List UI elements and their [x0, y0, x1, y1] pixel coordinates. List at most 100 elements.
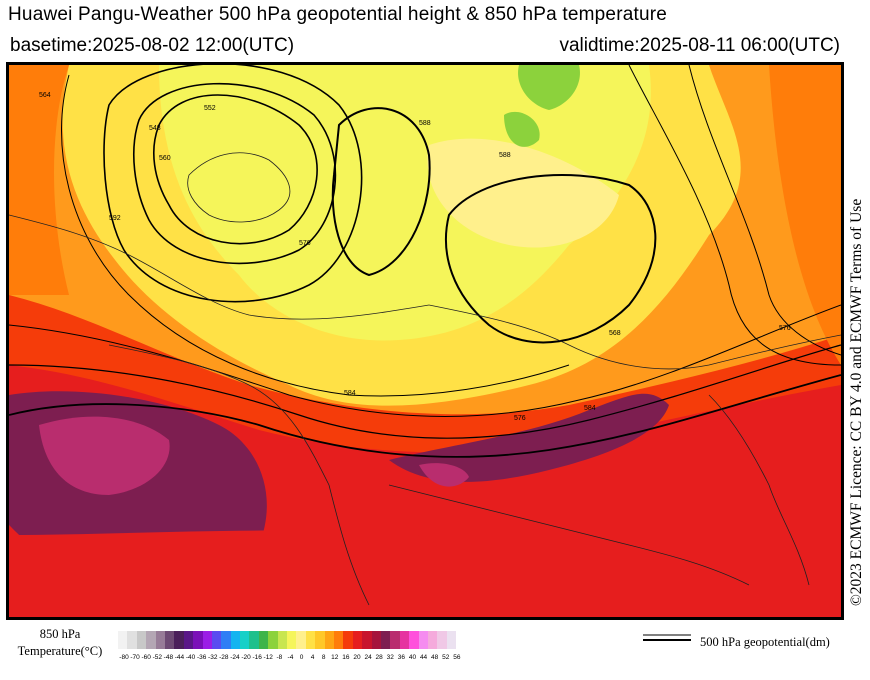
- orange-west-north: [9, 65, 69, 295]
- colorbar-swatch: [437, 631, 447, 649]
- contour-labels: 564 548 552 560 576 588 584 576 584 592 …: [39, 92, 791, 422]
- colorbar-swatch: [230, 631, 241, 649]
- colorbar-swatch: [211, 631, 222, 649]
- colorbar-tick-label: 56: [453, 654, 461, 661]
- colorbar-tick-label: -4: [287, 654, 294, 661]
- contour-label: 552: [204, 105, 216, 112]
- colorbar-tick-label: 40: [408, 654, 417, 661]
- contour-label: 568: [609, 330, 621, 337]
- licence-text: ©2023 ECMWF Licence: CC BY 4.0 and ECMWF…: [848, 198, 865, 606]
- temperature-colorbar: [118, 631, 457, 649]
- orange-east: [769, 65, 841, 365]
- colorbar-tick-label: 8: [321, 654, 326, 661]
- colorbar-tick-label: 4: [310, 654, 315, 661]
- colorbar-swatch: [315, 631, 325, 649]
- colorbar-swatch: [390, 631, 400, 649]
- colorbar-swatch: [193, 631, 203, 649]
- colorbar-tick-label: -44: [174, 654, 185, 661]
- colorbar-tick-label: 32: [386, 654, 394, 661]
- pink-hot-core: [39, 416, 170, 495]
- colorbar-swatch: [146, 631, 156, 649]
- contour-label: 584: [584, 405, 596, 412]
- colorbar-swatch: [277, 631, 288, 649]
- colorbar-swatch: [127, 631, 137, 649]
- colorbar-tick-label: 28: [375, 654, 383, 661]
- colorbar-tick-label: 0: [299, 654, 304, 661]
- colorbar-tick-label: -24: [230, 654, 240, 661]
- colorbar-tick-label: 24: [364, 654, 372, 661]
- contour-label: 592: [109, 215, 121, 222]
- colorbar-tick-label: -8: [276, 654, 283, 661]
- colorbar-tick-label: -32: [208, 654, 218, 661]
- red-south: [9, 525, 841, 617]
- colorbar-swatch: [371, 631, 381, 649]
- colorbar-tick-label: 36: [397, 654, 405, 661]
- colorbar-swatch: [305, 631, 316, 649]
- colorbar-swatch: [427, 631, 438, 649]
- colorbar-swatch: [362, 631, 372, 649]
- chart-title: Huawei Pangu-Weather 500 hPa geopotentia…: [8, 4, 668, 25]
- pink-hot-core-2: [419, 463, 469, 487]
- colorbar-swatch: [183, 631, 194, 649]
- colorbar-swatch: [155, 631, 165, 649]
- colorbar-tick-label: -40: [185, 654, 196, 661]
- colorbar-swatch: [399, 631, 410, 649]
- colorbar-swatch: [380, 631, 391, 649]
- colorbar-tick-label: 44: [419, 654, 428, 661]
- colorbar-title-line1: 850 hPa: [39, 627, 81, 641]
- colorbar-swatch: [296, 631, 306, 649]
- contour-label: 588: [499, 152, 511, 159]
- colorbar-swatch: [174, 631, 184, 649]
- validtime-label: validtime:2025-08-11 06:00(UTC): [559, 35, 840, 56]
- colorbar-tick-label: -70: [130, 654, 140, 661]
- colorbar-title-line2: Temperature(°C): [17, 644, 103, 658]
- colorbar-tick-label: 16: [342, 654, 350, 661]
- colorbar-swatch: [343, 631, 353, 649]
- colorbar-tick-label: -36: [196, 654, 207, 661]
- colorbar-title: 850 hPa Temperature(°C): [6, 626, 114, 660]
- colorbar-swatch: [240, 631, 250, 649]
- contour-label: 584: [344, 390, 356, 397]
- colorbar-swatch: [249, 631, 259, 649]
- colorbar-swatch: [136, 631, 147, 649]
- colorbar-tick-label: -16: [252, 654, 262, 661]
- colorbar-tick-label: -12: [263, 654, 273, 661]
- contour-label: 588: [419, 120, 431, 127]
- pale-yellow-core: [427, 138, 619, 248]
- colorbar-tick-label: 12: [331, 654, 339, 661]
- contour-label: 564: [39, 92, 51, 99]
- contour-label: 560: [159, 155, 171, 162]
- colorbar-swatch: [352, 631, 363, 649]
- colorbar-tick-label: 20: [353, 654, 361, 661]
- legend-line-icon: [643, 634, 691, 641]
- colorbar-tick-label: -20: [241, 654, 251, 661]
- colorbar-swatch: [333, 631, 344, 649]
- colorbar-swatch: [221, 631, 231, 649]
- colorbar-swatch: [446, 631, 457, 649]
- contour-label: 576: [514, 415, 526, 422]
- geopotential-contours: [9, 65, 841, 458]
- colorbar-swatch: [202, 631, 212, 649]
- colorbar-tick-label: -60: [141, 654, 151, 661]
- contour-label: 576: [299, 240, 311, 247]
- contour-label: 548: [149, 125, 161, 132]
- colorbar-swatch: [164, 631, 175, 649]
- colorbar-swatch: [418, 631, 428, 649]
- colorbar-tick-label: -52: [152, 654, 162, 661]
- colorbar-swatch: [268, 631, 278, 649]
- colorbar-swatch: [409, 631, 419, 649]
- green-patch-small: [504, 111, 540, 147]
- colorbar-tick-label: 52: [442, 654, 450, 661]
- coastlines: [9, 152, 841, 606]
- basetime-label: basetime:2025-08-02 12:00(UTC): [10, 35, 295, 56]
- colorbar-tick-label: 48: [431, 654, 439, 661]
- colorbar-swatch: [287, 631, 297, 649]
- colorbar-swatch: [118, 631, 128, 649]
- colorbar-swatch: [324, 631, 334, 649]
- contour-label: 576: [779, 325, 791, 332]
- weather-map: 564 548 552 560 576 588 584 576 584 592 …: [6, 62, 844, 620]
- colorbar-swatch: [258, 631, 269, 649]
- colorbar-tick-label: -48: [163, 654, 174, 661]
- maroon-region-central: [389, 393, 669, 482]
- colorbar-tick-label: -28: [219, 654, 229, 661]
